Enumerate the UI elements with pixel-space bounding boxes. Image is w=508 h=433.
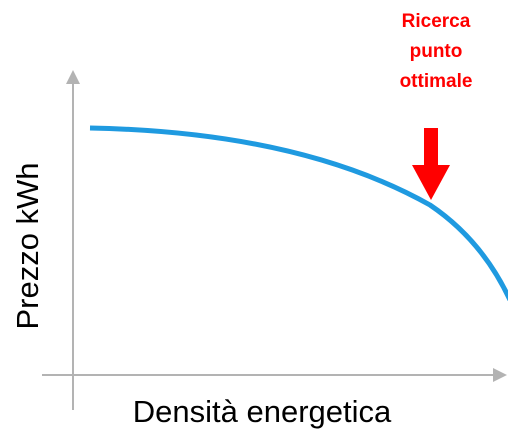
curve bbox=[89, 125, 508, 302]
y-axis-label: Prezzo kWh bbox=[10, 162, 45, 329]
red-arrow bbox=[412, 128, 450, 200]
y-axis-arrowhead bbox=[66, 70, 80, 84]
annotation-line: ottimale bbox=[400, 71, 473, 92]
arrow-head bbox=[412, 165, 450, 200]
annotation-line: punto bbox=[410, 41, 463, 62]
annotation-line: Ricerca bbox=[402, 11, 471, 32]
axes bbox=[42, 70, 507, 410]
arrow-shaft bbox=[424, 128, 438, 166]
x-axis-label: Densità energetica bbox=[133, 394, 392, 429]
x-axis-arrowhead bbox=[493, 368, 507, 382]
